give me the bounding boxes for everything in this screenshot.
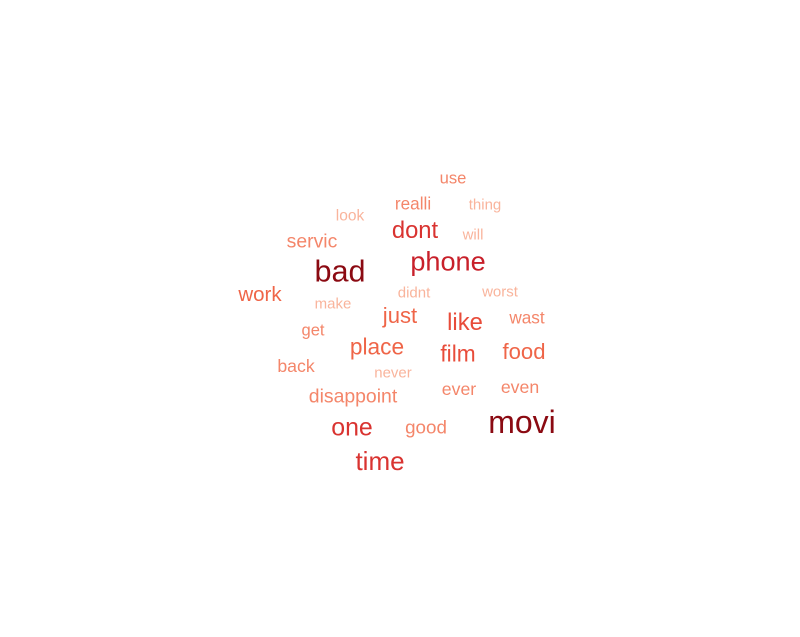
word-bad: bad bbox=[314, 254, 366, 289]
word-phone: phone bbox=[410, 245, 486, 277]
word-just: just bbox=[382, 302, 418, 328]
word-even: even bbox=[500, 377, 540, 398]
word-time: time bbox=[355, 446, 405, 476]
word-food: food bbox=[502, 338, 546, 364]
word-good: good bbox=[405, 416, 447, 438]
word-will: will bbox=[462, 226, 484, 244]
word-servic: servic bbox=[286, 230, 338, 253]
word-thing: thing bbox=[468, 196, 502, 214]
word-didnt: didnt bbox=[397, 284, 431, 302]
word-work: work bbox=[238, 282, 282, 306]
word-wast: wast bbox=[509, 307, 545, 328]
word-place: place bbox=[349, 333, 405, 360]
word-one: one bbox=[331, 413, 373, 442]
word-film: film bbox=[440, 340, 476, 367]
word-worst: worst bbox=[482, 283, 518, 301]
word-disappoint: disappoint bbox=[308, 385, 398, 408]
word-make: make bbox=[314, 295, 352, 313]
word-dont: dont bbox=[391, 217, 439, 245]
word-back: back bbox=[277, 356, 315, 377]
word-look: look bbox=[335, 207, 365, 225]
word-like: like bbox=[447, 309, 483, 337]
word-use: use bbox=[439, 168, 467, 188]
word-movi: movi bbox=[488, 404, 556, 440]
word-realli: realli bbox=[394, 193, 432, 214]
word-ever: ever bbox=[441, 379, 477, 400]
word-get: get bbox=[301, 320, 325, 340]
word-never: never bbox=[374, 364, 412, 382]
